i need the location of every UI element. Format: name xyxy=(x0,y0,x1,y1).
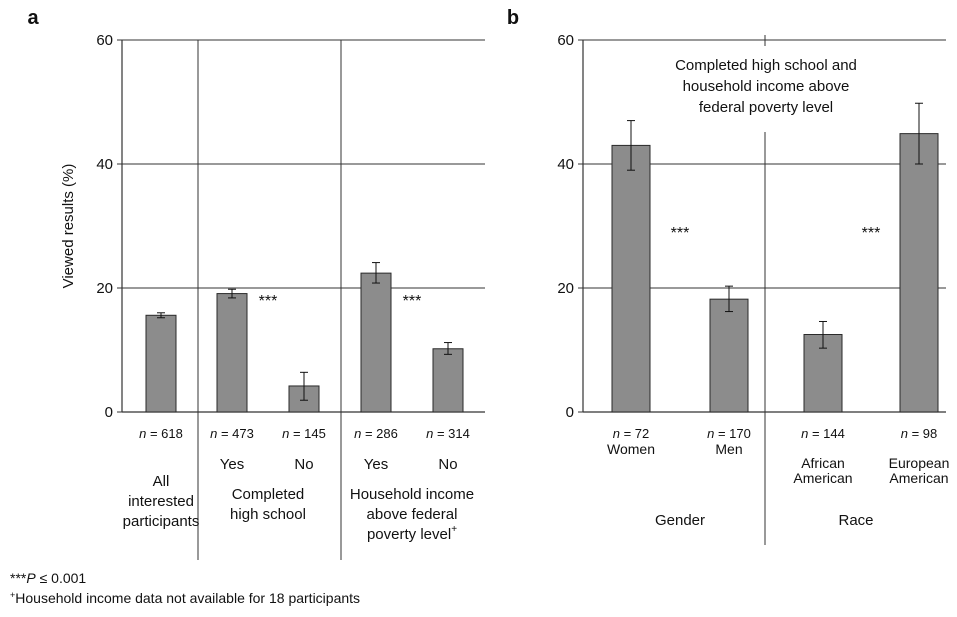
group-label: poverty level+ xyxy=(367,524,457,543)
category-label: Men xyxy=(715,441,742,457)
chart-title: household income above xyxy=(683,78,850,95)
bar xyxy=(145,314,177,413)
n-label: n = 170 xyxy=(707,426,751,441)
category-label: American xyxy=(793,470,852,486)
y-tick-label: 20 xyxy=(557,280,574,297)
bar xyxy=(216,293,248,413)
significance-stars: *** xyxy=(862,225,881,242)
chart-title: federal poverty level xyxy=(699,99,833,116)
bar xyxy=(432,348,464,413)
y-tick-label: 60 xyxy=(557,32,574,49)
group-label: above federal xyxy=(367,506,458,523)
group-label: high school xyxy=(230,506,306,523)
category-label: European xyxy=(889,455,950,471)
category-label: African xyxy=(801,455,845,471)
group-label: Completed xyxy=(232,486,305,503)
chart-title: Completed high school and xyxy=(675,57,857,74)
category-label: Yes xyxy=(364,456,388,473)
n-label: n = 145 xyxy=(282,426,326,441)
n-label: n = 98 xyxy=(901,426,938,441)
n-label: n = 618 xyxy=(139,426,183,441)
bar xyxy=(899,133,939,413)
footnote-p: P xyxy=(26,570,36,586)
n-label: n = 473 xyxy=(210,426,254,441)
income-footnote: +Household income data not available for… xyxy=(10,587,360,606)
panel-letter: a xyxy=(27,7,39,29)
footnote-plus: + xyxy=(10,590,16,600)
category-label: No xyxy=(294,456,313,473)
title-background xyxy=(645,50,885,130)
group-label: All xyxy=(153,473,170,490)
y-tick-label: 0 xyxy=(105,404,113,421)
panel-b: b 0 20 40 60 n = 72 n = 170 n = 144 n = 98 *** ***… xyxy=(507,7,949,545)
y-tick-label: 0 xyxy=(566,404,574,421)
significance-stars: *** xyxy=(403,293,422,310)
y-tick-label: 60 xyxy=(96,32,113,49)
category-label: Yes xyxy=(220,456,244,473)
bar xyxy=(611,144,651,413)
footnote-threshold: ≤ 0.001 xyxy=(35,570,87,586)
y-tick-label: 40 xyxy=(557,156,574,173)
group-label: participants xyxy=(123,513,200,530)
group-label: interested xyxy=(128,493,194,510)
footnote-income-text: Household income data not available for … xyxy=(15,590,361,606)
n-label: n = 144 xyxy=(801,426,845,441)
group-label: Household income xyxy=(350,486,474,503)
n-label: n = 286 xyxy=(354,426,398,441)
category-label: American xyxy=(889,470,948,486)
y-tick-label: 40 xyxy=(96,156,113,173)
significance-footnote: ***P ≤ 0.001 xyxy=(10,570,86,586)
category-label: No xyxy=(438,456,457,473)
panel-letter: b xyxy=(507,7,519,29)
n-label: n = 72 xyxy=(613,426,650,441)
significance-stars: *** xyxy=(671,225,690,242)
bar xyxy=(360,272,392,413)
group-label: Gender xyxy=(655,512,705,529)
panel-a: a 0 20 40 60 Viewed results (%) n = 618 n = 473… xyxy=(27,7,485,560)
n-label: n = 314 xyxy=(426,426,470,441)
y-axis-label: Viewed results (%) xyxy=(60,164,77,289)
significance-stars: *** xyxy=(259,293,278,310)
category-label: Women xyxy=(607,441,655,457)
y-tick-label: 20 xyxy=(96,280,113,297)
bar xyxy=(709,298,749,413)
group-label: Race xyxy=(838,512,873,529)
footnote-stars: *** xyxy=(10,570,27,586)
